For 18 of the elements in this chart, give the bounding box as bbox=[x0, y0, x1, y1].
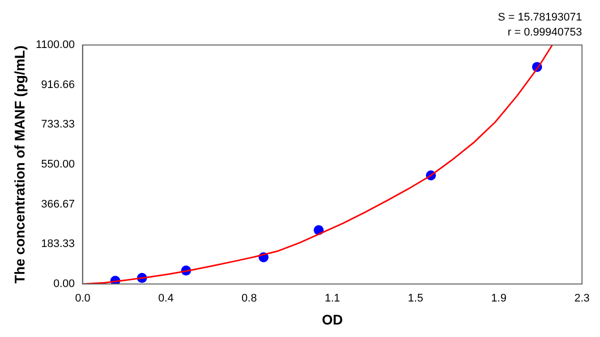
y-tick-label: 183.33 bbox=[41, 238, 75, 250]
text: r = 0.99940753 bbox=[508, 26, 582, 39]
x-tick-label: 2.3 bbox=[574, 292, 590, 305]
y-tick-label: 916.66 bbox=[41, 78, 75, 91]
x-tick-label: 1.1 bbox=[324, 292, 340, 305]
text: S = 15.78193071 bbox=[498, 12, 582, 24]
y-tick-label: 550.00 bbox=[41, 158, 75, 171]
x-tick-label: 1.5 bbox=[408, 292, 424, 305]
y-tick-label: 366.67 bbox=[41, 198, 75, 210]
y-tick-label: 1100.00 bbox=[36, 39, 75, 52]
x-tick-label: 0.4 bbox=[158, 292, 174, 305]
x-tick-label: 1.9 bbox=[491, 292, 506, 305]
x-tick-label: 0.0 bbox=[75, 292, 90, 305]
x-axis-title: OD bbox=[322, 311, 343, 328]
y-tick-label: 733.33 bbox=[41, 118, 75, 131]
y-tick-label: 0.00 bbox=[53, 278, 75, 290]
x-tick-label: 0.8 bbox=[242, 292, 257, 305]
y-axis-title: The concentration of MANF (pg/mL) bbox=[11, 46, 28, 284]
